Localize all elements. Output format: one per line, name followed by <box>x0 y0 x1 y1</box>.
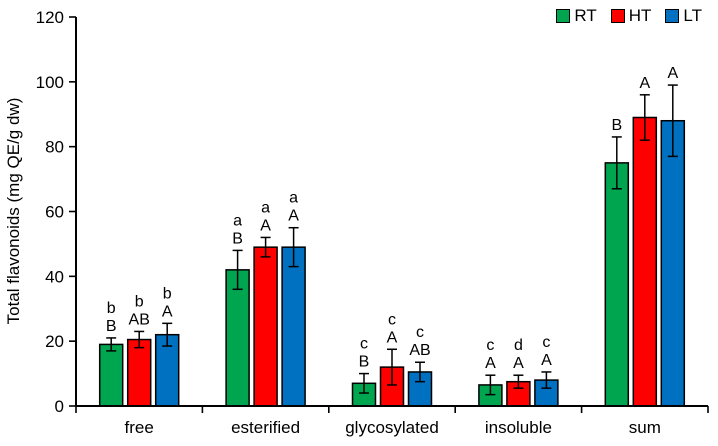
bar-ht-sum <box>632 116 658 407</box>
legend-label-rt: RT <box>574 6 597 25</box>
sig-letter-lower: a <box>233 212 242 229</box>
category-label: insoluble <box>485 418 552 437</box>
legend-item-ht: HT <box>610 6 652 26</box>
sig-letter-lower: b <box>135 293 144 310</box>
sig-letter-lower: a <box>261 199 270 216</box>
category-label: esterified <box>231 418 300 437</box>
sig-letter-upper: AB <box>409 342 430 359</box>
sig-letter-upper: B <box>611 117 622 134</box>
y-axis-title: Total flavonoids (mg QE/g dw) <box>4 97 23 325</box>
y-tick-label: 60 <box>45 203 64 222</box>
sig-letter-lower: c <box>542 334 550 351</box>
y-tick-label: 40 <box>45 267 64 286</box>
y-tick-label: 20 <box>45 332 64 351</box>
bar-rt-esterified <box>225 269 250 407</box>
sig-letter-lower: c <box>388 311 396 328</box>
sig-letter-upper: A <box>288 208 299 225</box>
sig-letter-upper: A <box>667 65 678 82</box>
sig-letter-upper: A <box>639 75 650 92</box>
y-tick-label: 80 <box>45 138 64 157</box>
legend-label-lt: LT <box>683 6 702 25</box>
sig-letter-upper: A <box>485 355 496 372</box>
bar-ht-free <box>126 338 152 407</box>
sig-letter-upper: A <box>513 355 524 372</box>
category-label: free <box>125 418 154 437</box>
sig-letter-upper: A <box>387 329 398 346</box>
legend-swatch-lt-icon <box>665 9 680 23</box>
sig-letter-lower: c <box>416 324 424 341</box>
sig-letter-lower: d <box>514 337 523 354</box>
legend-item-lt: LT <box>665 6 702 26</box>
bar-rt-sum <box>604 162 630 407</box>
sig-letter-lower: c <box>486 337 494 354</box>
sig-letter-lower: a <box>289 190 298 207</box>
legend: RT HT LT <box>556 6 702 26</box>
bar-lt-sum <box>660 119 686 407</box>
sig-letter-upper: B <box>232 230 243 247</box>
y-tick-label: 0 <box>55 397 64 416</box>
bar-rt-free <box>98 343 124 407</box>
legend-swatch-ht-icon <box>610 9 625 23</box>
sig-letter-upper: AB <box>129 311 150 328</box>
y-tick-label: 120 <box>36 8 64 27</box>
sig-letter-upper: A <box>541 352 552 369</box>
sig-letter-upper: A <box>162 303 173 320</box>
sig-letter-lower: c <box>360 336 368 353</box>
legend-item-rt: RT <box>556 6 597 26</box>
sig-letter-lower: b <box>107 300 116 317</box>
category-label: sum <box>629 418 661 437</box>
sig-letter-upper: A <box>260 217 271 234</box>
sig-letter-upper: B <box>359 354 370 371</box>
sig-letter-lower: b <box>163 285 172 302</box>
y-tick-label: 100 <box>36 73 64 92</box>
legend-label-ht: HT <box>628 6 652 25</box>
legend-swatch-rt-icon <box>556 9 571 23</box>
category-label: glycosylated <box>345 418 439 437</box>
bar-ht-esterified <box>253 246 278 407</box>
bar-lt-esterified <box>281 246 306 407</box>
sig-letter-upper: B <box>106 318 117 335</box>
